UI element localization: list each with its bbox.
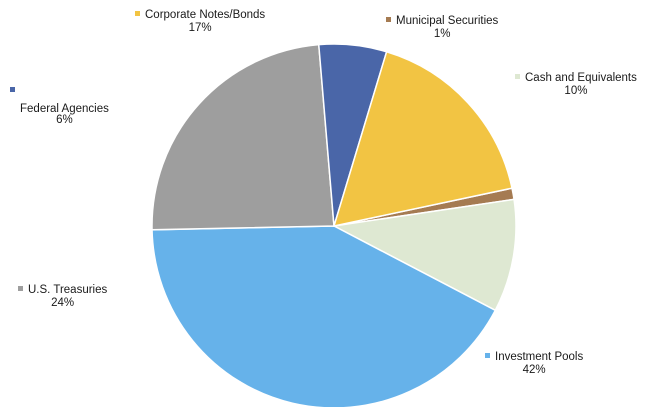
label-percent: 42%: [522, 364, 546, 376]
label-percent: 24%: [51, 297, 75, 309]
label-name: Municipal Securities: [396, 15, 499, 27]
legend-swatch-municipal: [386, 17, 391, 22]
label-us-treasuries: U.S. Treasuries 24%: [18, 284, 107, 310]
pie-slice-cash-and-equivalents: [331, 198, 517, 312]
label-percent: 10%: [564, 85, 588, 97]
pie-slice-u-s-treasuries: [151, 43, 335, 231]
pie-slice-corporate-notes-bonds: [332, 50, 513, 227]
legend-swatch-investment-pools: [485, 353, 490, 358]
label-name: Federal Agencies: [20, 103, 109, 115]
label-municipal-securities: Municipal Securities 1%: [386, 15, 498, 41]
label-percent: 1%: [433, 28, 451, 40]
label-name: Corporate Notes/Bonds: [145, 9, 266, 21]
pie-slice-investment-pools: [151, 225, 497, 407]
label-investment-pools: Investment Pools 42%: [485, 351, 583, 377]
label-percent: 6%: [56, 114, 73, 126]
pie-slices: [151, 43, 517, 407]
label-percent: 17%: [188, 22, 212, 34]
label-federal-agencies: Federal Agencies 6%: [10, 87, 109, 126]
label-name: Cash and Equivalents: [525, 72, 637, 84]
legend-swatch-cash: [515, 74, 520, 79]
label-name: Investment Pools: [495, 351, 584, 363]
legend-swatch-federal-agencies: [10, 87, 15, 92]
label-corporate-notes-bonds: Corporate Notes/Bonds 17%: [135, 9, 265, 35]
legend-swatch-corporate: [135, 11, 140, 16]
label-cash-and-equivalents: Cash and Equivalents 10%: [515, 72, 637, 98]
legend-swatch-us-treasuries: [18, 286, 23, 291]
label-name: U.S. Treasuries: [28, 284, 108, 296]
